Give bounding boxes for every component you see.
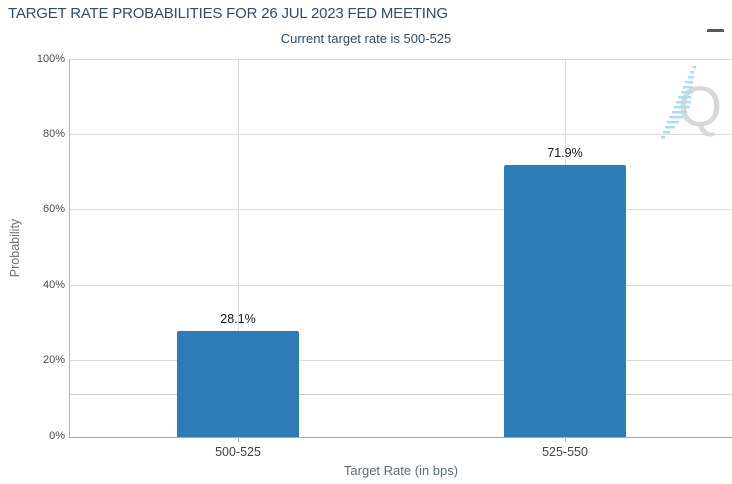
bar-column-500-525: 28.1% 500-525 (177, 59, 299, 459)
ytick-60: 60% (42, 203, 65, 216)
vgridline-cat1 (238, 59, 239, 437)
bar-value-label-500-525: 28.1% (220, 311, 256, 326)
gridline-40 (70, 284, 732, 286)
bar-value-label-525-550: 71.9% (547, 146, 583, 161)
ytick-0: 0% (49, 430, 65, 442)
gridline-80 (70, 133, 732, 135)
ytick-40: 40% (42, 278, 65, 291)
unlabeled-horizontal-line (70, 394, 732, 396)
chart-subtitle: Current target rate is 500-525 (280, 31, 452, 46)
y-axis-title: Probability (8, 218, 22, 278)
ytick-100: 100% (36, 53, 65, 65)
ytick-80: 80% (42, 127, 65, 140)
bar-column-525-550: 71.9% 525-550 (504, 59, 626, 459)
hamburger-bar (707, 28, 724, 32)
xtick-label-525-550: 525-550 (542, 445, 588, 459)
bar-525-550[interactable] (504, 165, 626, 437)
plot-area: 0% 20% 40% 60% 80% 100% Probability 28.1… (8, 53, 732, 478)
xtick-mark-cat1 (238, 437, 239, 442)
gridline-100 (70, 59, 732, 60)
hamburger-menu-icon[interactable] (707, 15, 724, 32)
bar-500-525[interactable] (177, 330, 299, 437)
xtick-label-500-525: 500-525 (215, 445, 261, 459)
ytick-20: 20% (42, 354, 65, 367)
page-title: TARGET RATE PROBABILITIES FOR 26 JUL 202… (8, 5, 448, 22)
x-axis-title: Target Rate (in bps) (343, 463, 459, 478)
gridline-20 (70, 360, 732, 362)
xtick-mark-cat2 (565, 437, 566, 442)
gridline-60 (70, 209, 732, 211)
